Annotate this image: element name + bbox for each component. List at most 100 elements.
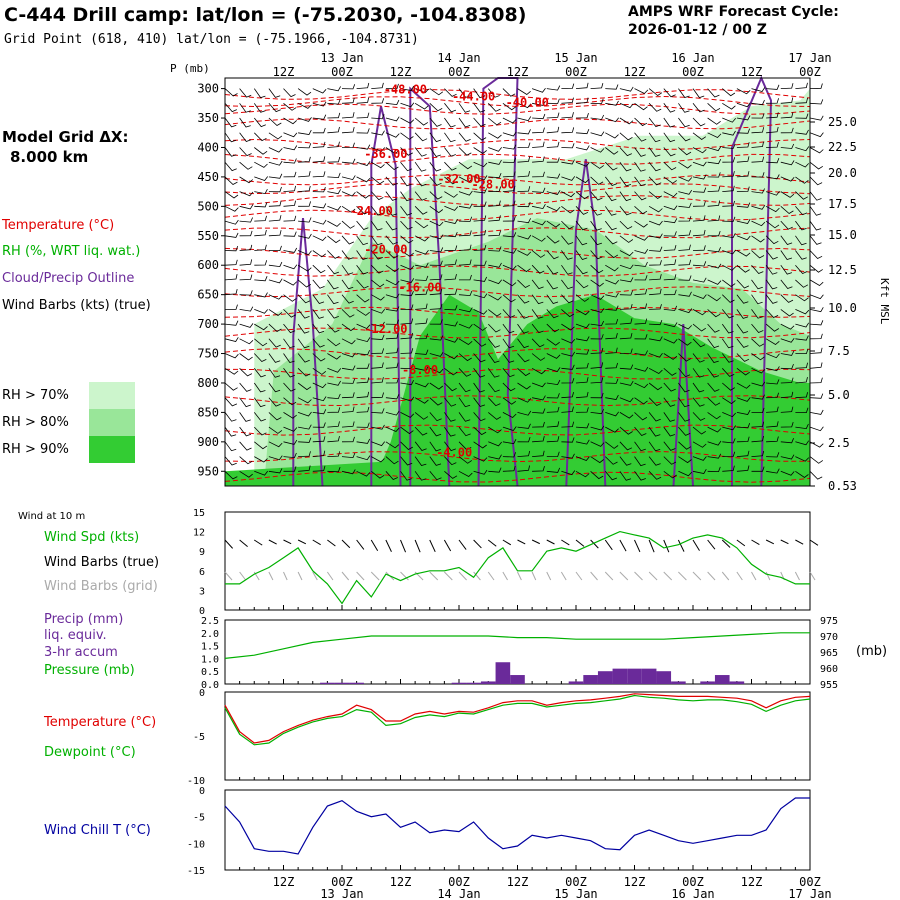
height-tick-label: 20.0	[828, 166, 857, 180]
wind-barbs-legend-label: Wind Barbs (kts) (true)	[2, 298, 151, 313]
wind-barb	[736, 142, 750, 148]
wind-barb-grid	[707, 571, 716, 581]
wind-barb	[575, 97, 589, 104]
wind-barb	[414, 220, 429, 229]
wind-barb	[327, 189, 341, 195]
bottom-day-tick: 16 Jan	[671, 887, 714, 900]
wind-barb	[487, 353, 500, 363]
wind-barb-true	[531, 539, 540, 545]
windchill-line	[224, 797, 810, 855]
wind-barb	[736, 218, 751, 224]
wind-barb	[400, 456, 413, 466]
wind-barb	[444, 470, 458, 479]
wind-barb	[707, 230, 721, 237]
wind-barb	[692, 161, 707, 167]
wind-barb-grid	[721, 571, 730, 581]
wind-barb	[531, 367, 546, 375]
wind-barb	[736, 409, 751, 415]
wind-barb	[356, 206, 370, 215]
wind-barb	[751, 394, 765, 400]
wind-barb	[590, 347, 604, 354]
wind-barb	[341, 294, 354, 304]
height-tick-label: 17.5	[828, 197, 857, 211]
wind-barb	[297, 88, 312, 96]
wind-barb	[575, 470, 590, 478]
wind-barb	[385, 394, 400, 400]
wind-barb	[765, 294, 778, 304]
wind-barb	[283, 185, 296, 192]
wind-barb	[707, 397, 721, 406]
wind-barb	[532, 113, 546, 120]
wind-barb	[795, 335, 809, 341]
wind-barb	[414, 456, 427, 466]
wind-barb	[532, 204, 546, 210]
wind-barb	[634, 366, 649, 372]
wind-barb	[590, 161, 604, 169]
wind-barb	[297, 338, 310, 349]
wind-barb	[415, 365, 429, 371]
wind-barb	[458, 412, 471, 422]
wind-barb	[634, 161, 646, 172]
wind-barb	[766, 84, 780, 90]
wind-barb	[473, 215, 487, 222]
wind-barb	[751, 156, 765, 163]
precip-bar	[641, 668, 657, 684]
wind-barb	[809, 347, 823, 354]
wind-barb	[561, 309, 575, 318]
wind-barb	[488, 186, 502, 192]
wind-barb	[692, 309, 707, 316]
precip-bar	[568, 681, 584, 684]
wind-barb	[663, 147, 676, 157]
wind-barb	[722, 465, 735, 472]
wind-barb	[414, 249, 429, 255]
wind-barb	[531, 353, 546, 361]
wind-barb	[341, 469, 356, 475]
wind-barb	[414, 412, 429, 420]
wind-barb	[766, 406, 779, 413]
wind-barb	[809, 235, 822, 245]
wind-barb	[649, 319, 663, 326]
wind-barb	[751, 127, 765, 134]
wind-barb	[649, 336, 663, 342]
wind-barb	[546, 235, 560, 244]
temperature-contour-4	[224, 138, 811, 151]
wind-barb	[429, 260, 443, 266]
wind-barb	[488, 246, 502, 252]
wind-barb	[795, 191, 808, 200]
cloud-legend-label: Cloud/Precip Outline	[2, 271, 135, 286]
wind-barb	[254, 338, 268, 347]
bottom-hour-tick: 00Z	[682, 875, 704, 889]
wind-barb	[502, 382, 516, 392]
wind-barb	[795, 348, 809, 355]
wind-barb	[590, 409, 604, 415]
wind-barb	[736, 102, 751, 108]
wind-barb	[488, 262, 502, 268]
wind-barb	[458, 190, 473, 196]
wind-barb	[722, 157, 736, 163]
wind-barb	[561, 351, 576, 357]
wind-barb	[473, 382, 485, 393]
wind-barb	[414, 176, 427, 187]
wind-barb	[239, 382, 252, 392]
wind-barb	[312, 141, 326, 148]
wind-barb	[780, 454, 795, 460]
wind-barb	[707, 103, 721, 112]
height-tick-label: 15.0	[828, 228, 857, 242]
wind-barb	[224, 397, 238, 407]
wind-barb	[283, 382, 296, 392]
wind-barb	[605, 117, 620, 123]
wind-barb	[809, 362, 823, 369]
wind-barb-grid	[692, 571, 702, 581]
wind-barb	[692, 441, 707, 448]
cloud-outline-0	[292, 218, 324, 487]
wind-barb	[634, 117, 648, 127]
wind-barb	[619, 206, 632, 216]
precip-ytick: 2.0	[201, 629, 219, 640]
wind-barb	[268, 353, 281, 363]
wind-barb	[268, 338, 281, 348]
wind-barb	[414, 235, 429, 242]
wind-barb	[575, 377, 589, 384]
temperature-label: -8.00	[402, 363, 438, 377]
wind-barb	[546, 190, 561, 195]
bottom-hour-tick: 12Z	[390, 875, 412, 889]
